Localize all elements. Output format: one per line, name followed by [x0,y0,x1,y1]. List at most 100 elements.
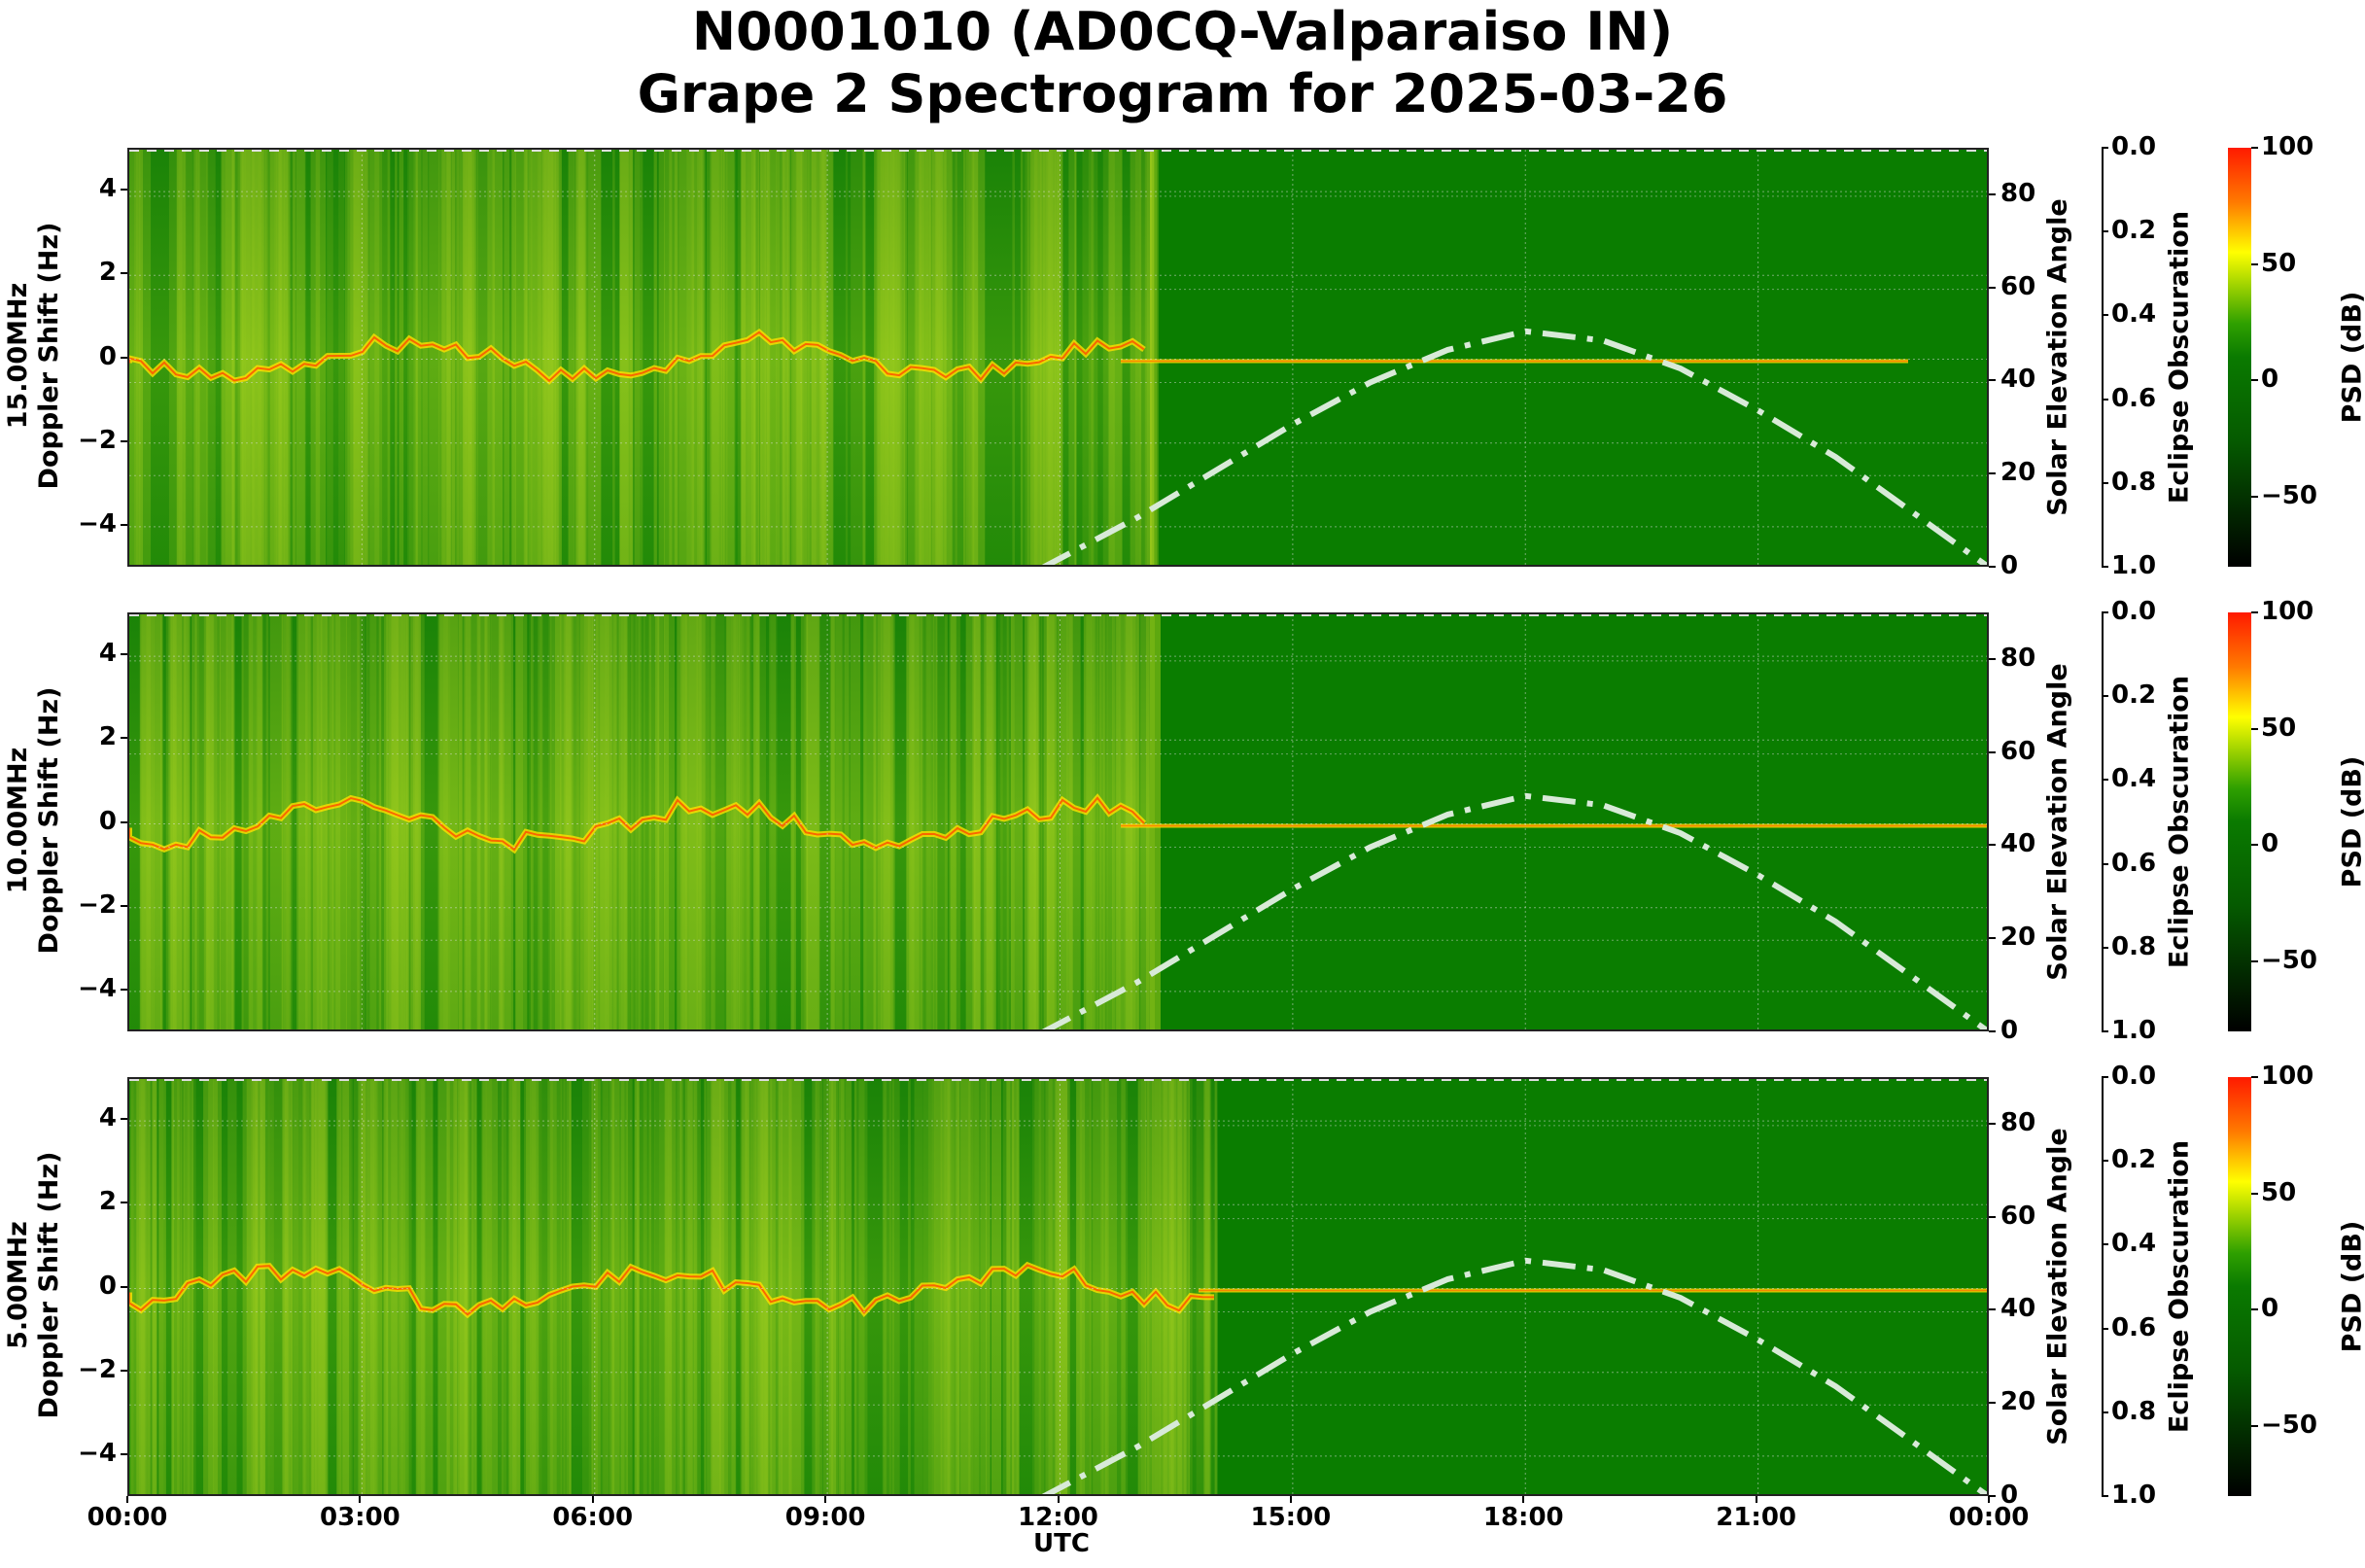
eclipse-tick-mark [2102,1327,2108,1330]
solar-tick-label: 80 [2000,1107,2036,1137]
y-tick-mark [121,1452,127,1455]
y-tick-label: 4 [98,639,117,669]
colorbar-tick-mark [2251,1192,2258,1195]
colorbar-tick-label: −50 [2261,481,2317,511]
eclipse-tick-label: 1.0 [2111,551,2157,580]
colorbar-tick-label: 100 [2261,597,2314,626]
y-tick-label: 0 [98,806,117,836]
eclipse-tick-label: 0.4 [2111,299,2157,330]
solar-tick-mark [1989,1495,1996,1497]
colorbar-tick-label: 50 [2261,248,2297,278]
colorbar-tick-label: 0 [2261,365,2279,395]
colorbar-tick-label: 100 [2261,1062,2314,1091]
y-tick-label: −4 [78,973,117,1003]
y-axis-label: 5.00MHz Doppler Shift (Hz) [3,1120,65,1450]
x-tick-mark [1755,1496,1757,1503]
psd-colorbar [2228,148,2251,567]
solar-tick-mark [1989,379,1996,382]
eclipse-tick-mark [2102,1495,2108,1497]
y-tick-mark [121,737,127,740]
colorbar-tick-mark [2251,262,2258,265]
panel-frequency-label: 10.00MHz [3,747,33,893]
y-tick-label: −2 [78,889,117,920]
doppler-label: Doppler Shift (Hz) [34,1151,64,1418]
eclipse-axis-line [2102,148,2104,567]
y-tick-label: −2 [78,1354,117,1384]
colorbar-tick-mark [2251,379,2258,382]
colorbar-tick-mark [2251,1425,2258,1428]
solar-tick-label: 60 [2000,1201,2036,1231]
eclipse-tick-mark [2102,147,2108,149]
spectrogram-panel [127,612,1989,1031]
solar-tick-label: 0 [2000,1481,2019,1510]
x-tick-mark [1289,1496,1292,1503]
solar-tick-mark [1989,192,1996,195]
y-axis-label: 10.00MHz Doppler Shift (Hz) [3,655,65,986]
x-tick-label: 21:00 [1716,1503,1796,1532]
eclipse-tick-mark [2102,1411,2108,1413]
psd-label: PSD (dB) [2337,291,2365,423]
psd-label: PSD (dB) [2337,755,2365,888]
colorbar-tick-mark [2251,147,2258,149]
x-tick-label: 12:00 [1018,1503,1098,1532]
solar-elevation-label: Solar Elevation Angle [2042,1127,2073,1446]
solar-tick-mark [1989,1030,1996,1032]
x-tick-mark [359,1496,362,1503]
y-tick-mark [121,189,127,192]
x-tick-mark [824,1496,827,1503]
eclipse-tick-label: 0.2 [2111,216,2157,246]
solar-tick-label: 20 [2000,1387,2036,1417]
y-tick-label: 0 [98,1271,117,1301]
y-tick-mark [121,272,127,275]
eclipse-tick-mark [2102,862,2108,865]
eclipse-tick-mark [2102,314,2108,317]
chart-title-line1: N0001010 (AD0CQ-Valparaiso IN) [691,1,1674,62]
eclipse-tick-mark [2102,481,2108,484]
solar-tick-label: 40 [2000,829,2036,859]
eclipse-tick-label: 0.6 [2111,1312,2157,1342]
doppler-label: Doppler Shift (Hz) [34,686,64,954]
y-tick-mark [121,820,127,823]
colorbar-tick-label: 50 [2261,713,2297,743]
colorbar-tick-mark [2251,1308,2258,1311]
colorbar-tick-label: −50 [2261,1411,2317,1441]
eclipse-tick-mark [2102,1030,2108,1032]
chart-title-line2: Grape 2 Spectrogram for 2025-03-26 [637,63,1728,124]
eclipse-tick-mark [2102,1076,2108,1078]
y-axis-label: 15.00MHz Doppler Shift (Hz) [3,191,65,521]
eclipse-tick-label: 1.0 [2111,1481,2157,1510]
colorbar-tick-mark [2251,844,2258,847]
x-tick-mark [1057,1496,1060,1503]
y-tick-label: 2 [98,258,117,288]
y-tick-label: −2 [78,425,117,455]
solar-tick-mark [1989,1308,1996,1311]
x-tick-label: 09:00 [784,1503,866,1532]
eclipse-obscuration-label: Eclipse Obscuration [2164,1139,2195,1433]
solar-tick-mark [1989,1215,1996,1218]
x-tick-mark [1988,1496,1990,1503]
eclipse-tick-label: 0.4 [2111,1229,2157,1259]
x-axis-label: UTC [1033,1529,1090,1558]
solar-tick-mark [1989,1402,1996,1405]
solar-tick-label: 0 [2000,1016,2019,1045]
colorbar-tick-mark [2251,960,2258,963]
eclipse-tick-label: 0.4 [2111,764,2157,794]
y-tick-label: 2 [98,1187,117,1217]
spectrogram-panel [127,148,1989,567]
colorbar-tick-mark [2251,496,2258,499]
y-tick-label: 2 [98,722,117,752]
x-tick-label: 03:00 [319,1503,400,1532]
y-tick-mark [121,523,127,526]
eclipse-tick-mark [2102,946,2108,949]
solar-tick-mark [1989,472,1996,475]
solar-elevation-label: Solar Elevation Angle [2042,197,2073,516]
solar-tick-label: 0 [2000,551,2019,580]
solar-tick-label: 20 [2000,923,2036,953]
x-tick-label: 15:00 [1250,1503,1332,1532]
eclipse-tick-mark [2102,1243,2108,1246]
y-tick-mark [121,1118,127,1121]
solar-tick-mark [1989,286,1996,289]
solar-tick-label: 80 [2000,178,2036,208]
x-tick-mark [591,1496,594,1503]
y-tick-mark [121,653,127,656]
